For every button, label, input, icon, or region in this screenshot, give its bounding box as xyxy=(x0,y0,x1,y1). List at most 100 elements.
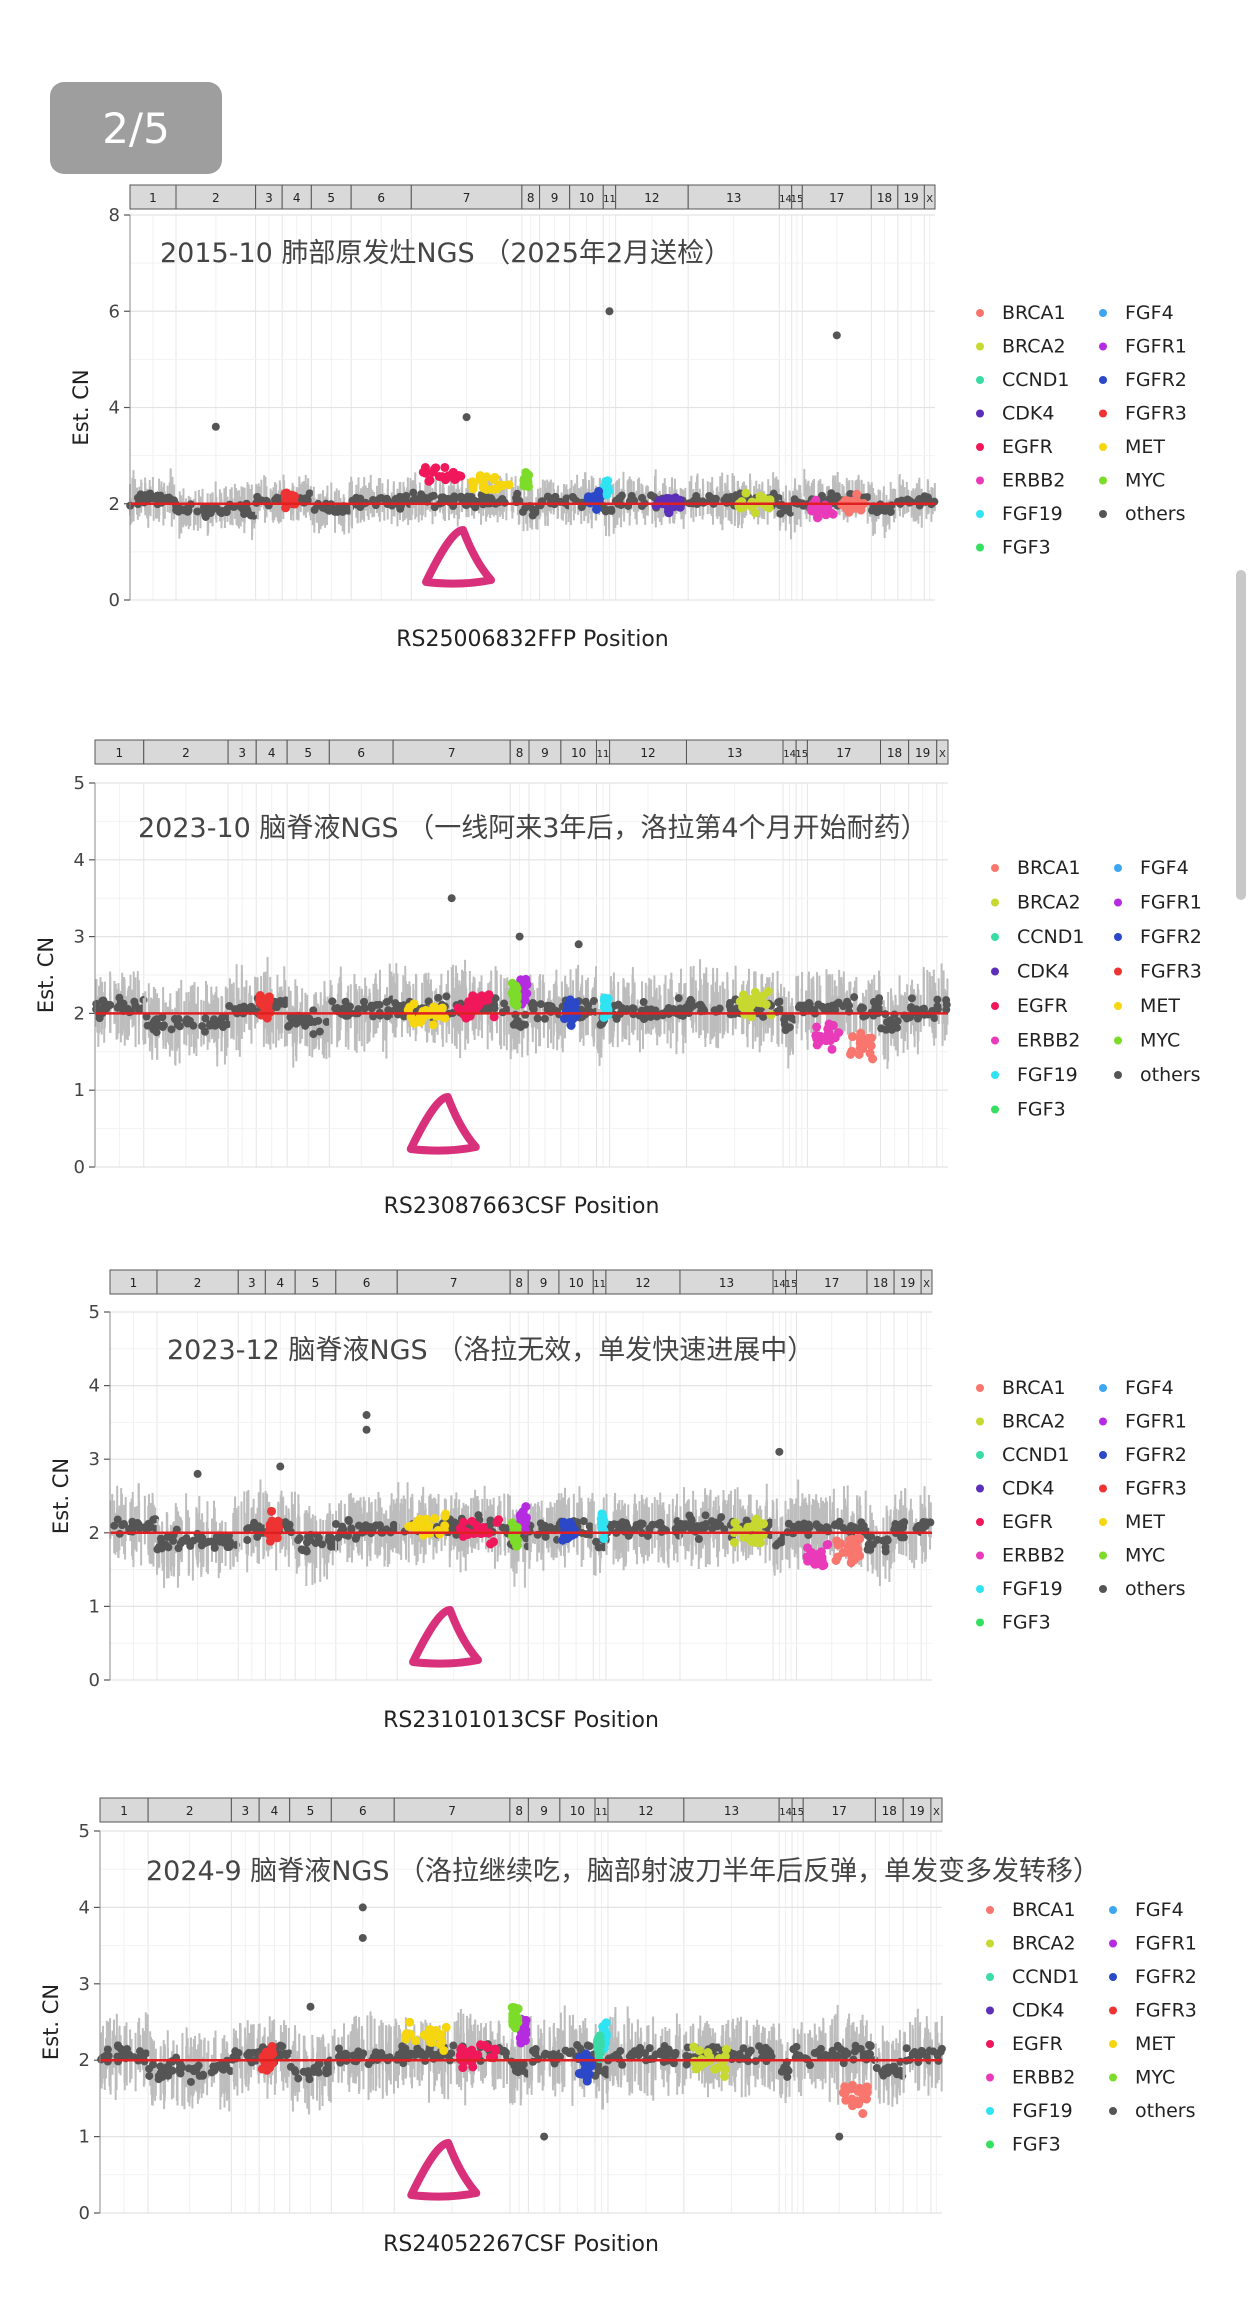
gene-point-EGFR xyxy=(440,462,450,472)
legend-dot-ERBB2 xyxy=(976,1551,984,1560)
others-point xyxy=(271,1000,280,1009)
gene-point-MET xyxy=(490,472,500,482)
others-point xyxy=(371,501,380,510)
chromosome-strip-18 xyxy=(870,184,899,210)
gene-point-FGFR2 xyxy=(592,504,602,514)
chromosome-label-3: 3 xyxy=(265,191,273,205)
gene-point-FGFR3 xyxy=(287,490,297,500)
gene-point-BRCA1 xyxy=(865,1048,875,1058)
chromosome-label-X: X xyxy=(923,1279,930,1290)
others-point xyxy=(158,1013,167,1022)
gene-point-FGF19 xyxy=(600,481,610,491)
gene-point-MET xyxy=(497,481,507,491)
others-point xyxy=(198,1022,207,1031)
others-point xyxy=(656,1521,665,1530)
chart-title: 2023-10 脑脊液NGS （一线阿来3年后，洛拉第4个月开始耐药） xyxy=(138,813,928,844)
gene-point-BRCA2 xyxy=(766,1010,776,1020)
others-point xyxy=(581,997,590,1006)
others-point xyxy=(305,489,314,498)
others-point xyxy=(863,493,872,502)
others-point xyxy=(96,1005,105,1014)
y-axis-label: Est. CN xyxy=(34,937,58,1013)
chromosome-strip-4 xyxy=(258,1797,291,1823)
legend-label-CDK4: CDK4 xyxy=(1002,403,1054,425)
gene-point-MYC xyxy=(509,992,519,1002)
legend-dot-CCND1 xyxy=(976,376,984,384)
others-point xyxy=(281,1000,290,1009)
x-axis-label: RS23087663CSF Position xyxy=(384,1194,660,1219)
outlier-point xyxy=(605,307,614,316)
others-point xyxy=(933,995,942,1004)
gene-point-MET xyxy=(417,1014,427,1024)
others-point xyxy=(914,496,923,505)
gene-point-BRCA1 xyxy=(852,489,862,499)
gene-point-EGFR xyxy=(458,1531,468,1541)
legend-dot-others xyxy=(1099,510,1107,518)
others-point xyxy=(618,1518,627,1527)
gene-point-BRCA2 xyxy=(750,987,760,997)
chromosome-label-18: 18 xyxy=(877,191,892,205)
legend-label-ERBB2: ERBB2 xyxy=(1002,470,1065,492)
others-point xyxy=(193,507,202,516)
others-point xyxy=(156,2062,165,2071)
others-point xyxy=(286,1013,295,1022)
others-point xyxy=(419,496,428,505)
chromosome-label-15: 15 xyxy=(791,1807,804,1818)
chromosome-label-4: 4 xyxy=(293,191,301,205)
chromosome-label-17: 17 xyxy=(829,191,844,205)
others-point xyxy=(310,505,319,514)
others-point xyxy=(315,1027,324,1036)
others-point xyxy=(521,1010,530,1019)
legend-label-FGFR1: FGFR1 xyxy=(1125,1411,1187,1433)
gene-point-FGF19 xyxy=(602,490,612,500)
gene-point-BRCA2 xyxy=(742,999,752,1009)
chromosome-strip-7 xyxy=(393,1797,511,1823)
legend-dot-MYC xyxy=(1099,476,1107,485)
others-point xyxy=(669,1005,678,1014)
scrollbar[interactable] xyxy=(1236,570,1246,900)
others-point xyxy=(906,1013,915,1022)
legend-dot-MET xyxy=(1099,443,1107,451)
others-point xyxy=(176,1539,185,1548)
others-point xyxy=(225,1542,234,1551)
others-point xyxy=(639,998,648,1007)
legend-dot-CDK4 xyxy=(976,409,984,418)
others-point xyxy=(354,1521,363,1530)
chromosome-label-3: 3 xyxy=(241,1804,249,1818)
legend-dot-CDK4 xyxy=(991,967,999,976)
others-point xyxy=(113,2052,122,2061)
legend-label-FGFR3: FGFR3 xyxy=(1125,1478,1187,1500)
gene-point-MET xyxy=(437,1003,447,1013)
chromosome-strip-4 xyxy=(255,739,288,765)
gene-point-BRCA1 xyxy=(848,1032,858,1042)
outlier-point xyxy=(447,894,456,903)
others-point xyxy=(294,1536,303,1545)
legend-dot-FGF19 xyxy=(976,1585,984,1593)
others-point xyxy=(708,1524,717,1533)
legend-label-FGF4: FGF4 xyxy=(1140,857,1189,879)
annotation-triangle-marker xyxy=(406,1093,480,1155)
legend-label-MET: MET xyxy=(1125,1511,1165,1533)
gene-point-MYC xyxy=(510,1529,520,1539)
gene-point-ERBB2 xyxy=(812,513,822,523)
others-point xyxy=(530,1000,539,1009)
others-point xyxy=(339,1004,348,1013)
chromosome-strip-4 xyxy=(264,1269,296,1295)
chromosome-strip-1 xyxy=(94,739,145,765)
legend-label-CCND1: CCND1 xyxy=(1017,926,1084,948)
others-point xyxy=(184,2064,193,2073)
others-point xyxy=(167,1025,176,1034)
chromosome-strip-1 xyxy=(109,1269,158,1295)
others-point xyxy=(201,1014,210,1023)
y-tick-label: 1 xyxy=(79,2127,90,2148)
gene-point-BRCA2 xyxy=(746,1010,756,1020)
others-point xyxy=(707,1517,716,1526)
y-tick-label: 4 xyxy=(89,1376,100,1397)
chromosome-strip-12 xyxy=(607,1797,685,1823)
others-point xyxy=(714,1518,723,1527)
chromosome-label-4: 4 xyxy=(271,1804,279,1818)
gene-point-ERBB2 xyxy=(822,1540,832,1550)
others-point xyxy=(190,2064,199,2073)
others-point xyxy=(334,1533,343,1542)
others-point xyxy=(99,996,108,1005)
